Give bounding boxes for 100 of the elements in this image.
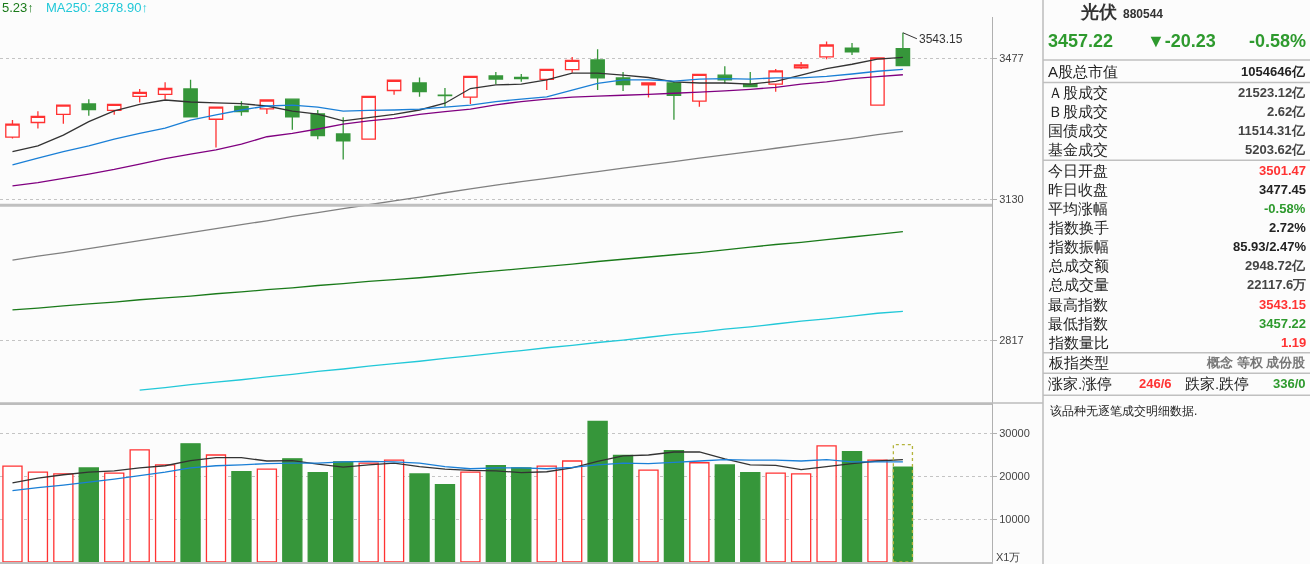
category-label: 指数换手 <box>1048 219 1109 236</box>
text: 3457.22 <box>1048 31 1114 51</box>
category-label: 跌家.跌停 <box>1185 375 1250 392</box>
text: ▼-20.23 <box>1147 31 1216 51</box>
candlestick <box>157 81 173 100</box>
bar <box>180 443 201 562</box>
bar <box>231 471 252 562</box>
candlestick <box>81 98 97 117</box>
candlestick <box>870 56 885 106</box>
candlestick <box>361 95 376 140</box>
text: 3457.22 <box>1259 316 1306 331</box>
category-label: 最低指数 <box>1048 315 1108 332</box>
text: 1.19 <box>1281 335 1307 350</box>
category-label: 指数量比 <box>1048 334 1109 351</box>
text: 2.62亿 <box>1267 104 1306 119</box>
text: 5203.62亿 <box>1245 142 1305 157</box>
bar <box>282 458 303 562</box>
category-label: Ｂ股成交 <box>1048 103 1108 120</box>
text: 3543.15 <box>1259 297 1306 312</box>
text: 880544 <box>1123 7 1164 21</box>
text: 2.72% <box>1269 220 1306 235</box>
bar <box>612 454 634 562</box>
candlestick <box>793 61 809 70</box>
text: 3543.15 <box>919 32 963 46</box>
bar <box>841 450 863 562</box>
text: MA250: 2878.90↑ <box>46 0 148 15</box>
text: 5.23↑ <box>2 0 34 15</box>
bar <box>663 450 685 562</box>
candlestick <box>386 79 402 96</box>
candlestick <box>183 79 198 118</box>
category-label: 板指类型 <box>1048 354 1109 371</box>
y-tick-label: 30000 <box>999 426 1030 439</box>
candlestick <box>844 42 860 56</box>
bar <box>409 473 430 562</box>
line-series <box>11 130 904 261</box>
candlestick <box>666 81 682 121</box>
bar <box>307 471 328 562</box>
category-label: Ａ股成交 <box>1048 84 1108 101</box>
line-series <box>11 74 904 187</box>
bar <box>511 467 532 562</box>
y-axis-title: X1万 <box>996 551 1021 563</box>
candlestick <box>208 106 224 149</box>
candlestick <box>895 32 911 67</box>
category-label: 基金成交 <box>1048 141 1108 158</box>
category-label: 指数振幅 <box>1048 238 1109 255</box>
text: -0.58% <box>1249 31 1307 51</box>
bar <box>333 461 354 562</box>
line-series <box>11 459 904 492</box>
text: 246/6 <box>1139 376 1172 391</box>
category-label: 涨家.涨停 <box>1048 375 1113 392</box>
text: 2948.72亿 <box>1245 258 1305 273</box>
text: 21523.12亿 <box>1238 85 1306 100</box>
y-tick-label: 10000 <box>999 512 1030 525</box>
candlestick <box>30 110 46 130</box>
text: 11514.31亿 <box>1238 123 1305 138</box>
bar <box>740 471 761 562</box>
bar <box>434 484 456 562</box>
y-tick-label: 3477 <box>999 51 1024 64</box>
y-tick-label: 2817 <box>999 334 1024 347</box>
bar <box>485 465 507 562</box>
text: 85.93/2.47% <box>1233 239 1307 254</box>
bar <box>892 466 914 562</box>
category-label: A股总市值 <box>1048 63 1119 80</box>
category-label: 总成交额 <box>1048 257 1109 274</box>
candlestick <box>132 88 147 104</box>
line-series <box>11 56 904 153</box>
category-label: 最高指数 <box>1048 296 1108 313</box>
candlestick <box>335 116 351 161</box>
candlestick <box>56 104 71 125</box>
bar <box>587 420 608 562</box>
category-label: 昨日收盘 <box>1048 181 1108 198</box>
category-label: 今日开盘 <box>1048 162 1108 179</box>
category-label: 国债成交 <box>1048 122 1108 139</box>
text: 1054646亿 <box>1241 64 1305 79</box>
text: 概念 等权 成份股 <box>1207 355 1306 370</box>
text: 该品种无逐笔成交明细数据. <box>1050 404 1198 418</box>
line-series <box>139 310 904 391</box>
text: 3501.47 <box>1259 163 1306 178</box>
text: 22117.6万 <box>1247 277 1307 292</box>
category-label: 平均涨幅 <box>1048 200 1108 217</box>
y-tick-label: 3130 <box>999 193 1024 206</box>
candlestick <box>437 87 453 108</box>
line-series <box>11 68 904 166</box>
category-label: 总成交量 <box>1048 276 1109 293</box>
bar <box>714 464 735 562</box>
text: 光伏 <box>1080 2 1118 22</box>
text: 3477.45 <box>1259 182 1306 197</box>
candlestick <box>412 76 427 98</box>
candlestick <box>5 119 20 140</box>
candlestick <box>488 71 504 85</box>
text: 336/0 <box>1273 376 1306 391</box>
candlestick <box>819 40 834 60</box>
candlestick <box>463 75 478 105</box>
candlestick <box>590 48 605 91</box>
candlestick <box>310 109 326 140</box>
bar <box>892 444 914 562</box>
text: -0.58% <box>1264 201 1306 216</box>
line-series <box>11 451 904 484</box>
bar <box>78 467 99 562</box>
y-tick-label: 20000 <box>999 469 1030 482</box>
